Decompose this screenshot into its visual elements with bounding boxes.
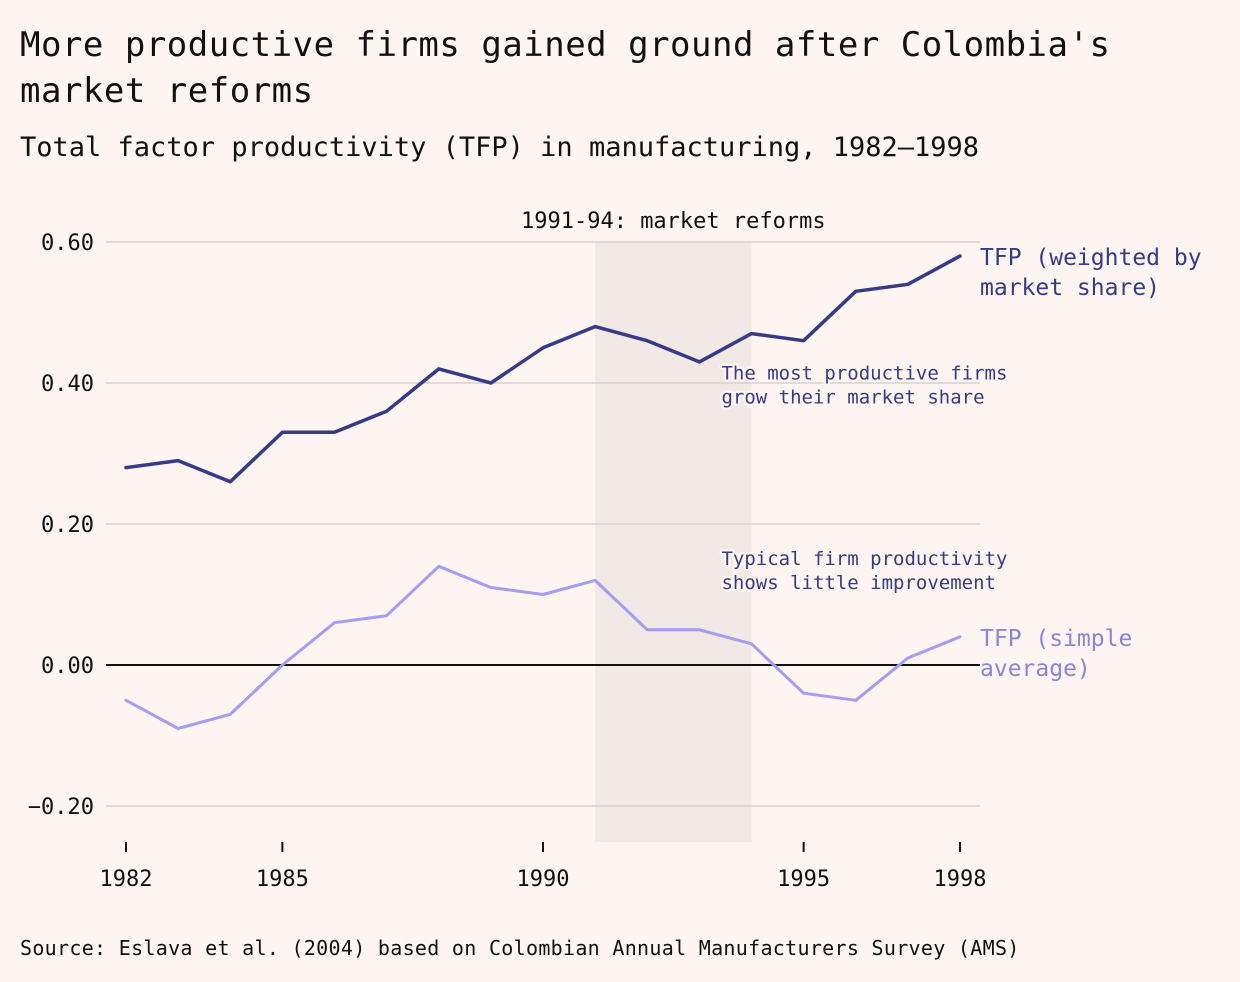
x-tick-label: 1990 <box>517 867 570 892</box>
series-label-line: TFP (weighted by <box>980 245 1202 271</box>
series-label-line: average) <box>980 656 1091 682</box>
x-axis-ticks: 1982 1985 1990 1995 1998 <box>100 842 987 892</box>
chart-title: More productive firms gained ground afte… <box>20 25 1111 111</box>
series-label-line: TFP (simple <box>980 626 1132 652</box>
y-axis-tick-labels: 0.60 0.40 0.20 0.00 −0.20 <box>28 231 94 820</box>
annotation-line: The most productive firms <box>721 362 1007 384</box>
x-tick-label: 1998 <box>934 867 987 892</box>
series-line-simple <box>124 564 962 730</box>
series-label-weighted: TFP (weighted by market share) <box>980 245 1202 301</box>
y-tick-label: 0.20 <box>41 513 94 538</box>
annotation-line: shows little improvement <box>721 572 996 594</box>
series-label-simple: TFP (simple average) <box>980 626 1132 682</box>
y-tick-label: 0.40 <box>41 372 94 397</box>
series-lines <box>124 254 962 730</box>
series-label-line: market share) <box>980 275 1160 301</box>
x-tick-label: 1982 <box>100 867 153 892</box>
y-tick-label: −0.20 <box>28 795 94 820</box>
annotation-line: grow their market share <box>721 386 984 408</box>
y-tick-label: 0.60 <box>41 231 94 256</box>
x-tick-label: 1985 <box>256 867 309 892</box>
annotations: The most productive firms grow their mark… <box>719 360 1010 596</box>
annotation-weighted: The most productive firms grow their mark… <box>721 362 1007 408</box>
chart-subtitle: Total factor productivity (TFP) in manuf… <box>20 132 980 163</box>
y-tick-label: 0.00 <box>41 654 94 679</box>
source-note: Source: Eslava et al. (2004) based on Co… <box>20 936 1020 960</box>
annotation-simple: Typical firm productivity shows little im… <box>721 548 1007 594</box>
x-tick-label: 1995 <box>777 867 830 892</box>
reform-period-shade <box>595 242 752 842</box>
series-labels: TFP (weighted by market share) TFP (simple… <box>980 245 1202 682</box>
gridlines <box>106 241 980 807</box>
annotation-line: Typical firm productivity <box>721 548 1007 570</box>
series-line-weighted <box>124 254 962 484</box>
reform-period-label: 1991-94: market reforms <box>521 209 826 234</box>
